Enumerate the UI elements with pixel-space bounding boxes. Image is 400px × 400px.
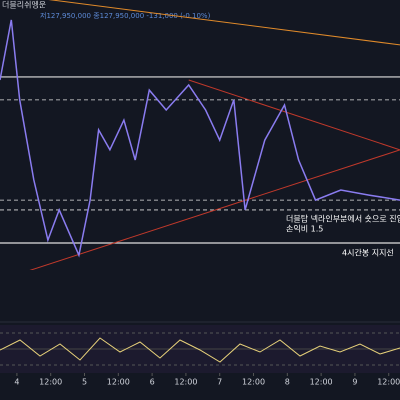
x-tick-label: 12:00 [39,378,62,387]
x-tick-label: 7 [217,378,222,387]
plot-area [0,0,400,270]
x-tick-label: 12:00 [174,378,197,387]
annotation: 4시간봉 지지선 [342,248,394,258]
x-tick-label: 9 [352,378,357,387]
x-tick-label: 4 [14,378,19,387]
annotation: 손익비 1.5 [286,224,323,234]
x-tick-label: 5 [82,378,87,387]
chart-title: 더블리쉬멩운 [2,0,46,10]
x-tick-label: 12:00 [107,378,130,387]
annotation: 더블탑 넥라인부분에서 숏으로 진입 [286,214,400,224]
price-line [0,19,400,258]
x-tick-label: 12:00 [377,378,400,387]
trend-line [188,79,400,151]
x-tick-label: 8 [285,378,290,387]
trend-line [29,149,400,270]
x-tick-label: 6 [150,378,155,387]
trend-line [48,0,400,46]
x-tick-label: 12:00 [242,378,265,387]
x-tick-label: 12:00 [310,378,333,387]
oscillator [0,337,400,363]
ohlc-summary: 저127,950,000 종127,950,000 -131,000 (-0.1… [40,11,211,20]
